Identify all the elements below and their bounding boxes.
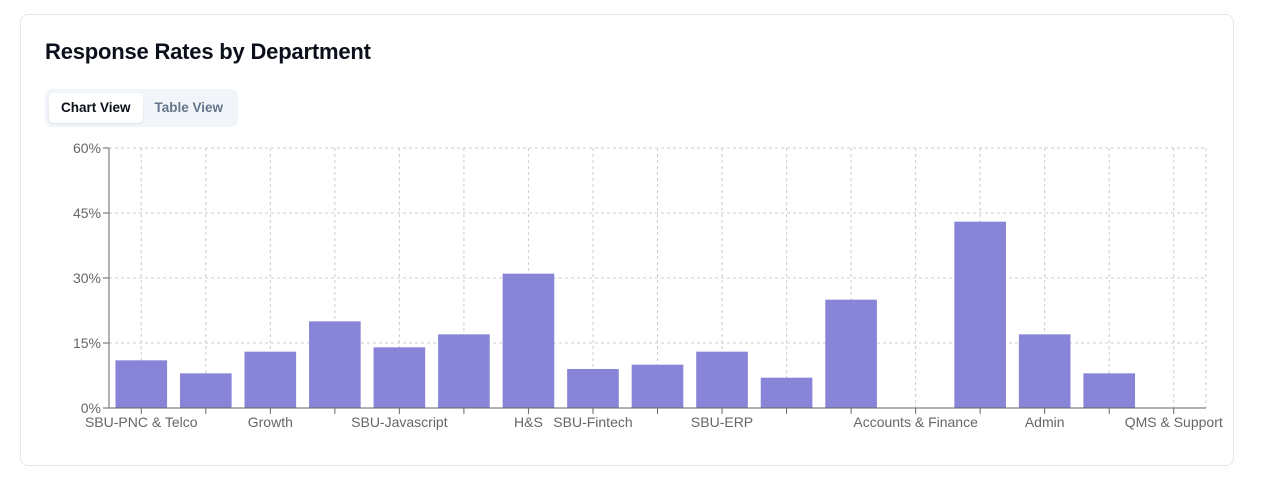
y-tick-label: 15% xyxy=(73,335,101,351)
bar xyxy=(631,364,684,408)
tab-chart-view[interactable]: Chart View xyxy=(49,93,143,123)
bar xyxy=(954,221,1006,408)
y-tick-label: 30% xyxy=(73,270,101,286)
bar xyxy=(760,377,813,408)
x-tick-label: QMS & Support xyxy=(1125,414,1223,430)
view-toggle: Chart View Table View xyxy=(45,89,238,127)
x-tick-label: SBU-ERP xyxy=(691,414,753,430)
bar xyxy=(244,351,297,408)
card-title: Response Rates by Department xyxy=(45,39,371,64)
bar xyxy=(115,360,168,408)
tab-table-view[interactable]: Table View xyxy=(154,100,224,115)
y-tick-label: 60% xyxy=(73,140,101,156)
x-tick-label: Growth xyxy=(248,414,293,430)
y-tick-label: 0% xyxy=(81,400,101,416)
y-tick-label: 45% xyxy=(73,205,101,221)
bar xyxy=(438,334,490,408)
bar xyxy=(825,299,877,408)
x-tick-label: SBU-PNC & Telco xyxy=(85,414,198,430)
x-tick-label: Accounts & Finance xyxy=(853,414,978,430)
bar xyxy=(567,369,619,408)
bar xyxy=(1018,334,1071,408)
x-tick-label: Admin xyxy=(1025,414,1065,430)
bar xyxy=(179,373,232,408)
x-tick-label: SBU-Javascript xyxy=(351,414,448,430)
bar xyxy=(502,273,555,408)
x-tick-label: H&S xyxy=(514,414,543,430)
bar xyxy=(309,321,361,408)
x-tick-label: SBU-Fintech xyxy=(553,414,632,430)
bar xyxy=(696,351,748,408)
bar xyxy=(1083,373,1136,408)
bar xyxy=(373,347,426,408)
